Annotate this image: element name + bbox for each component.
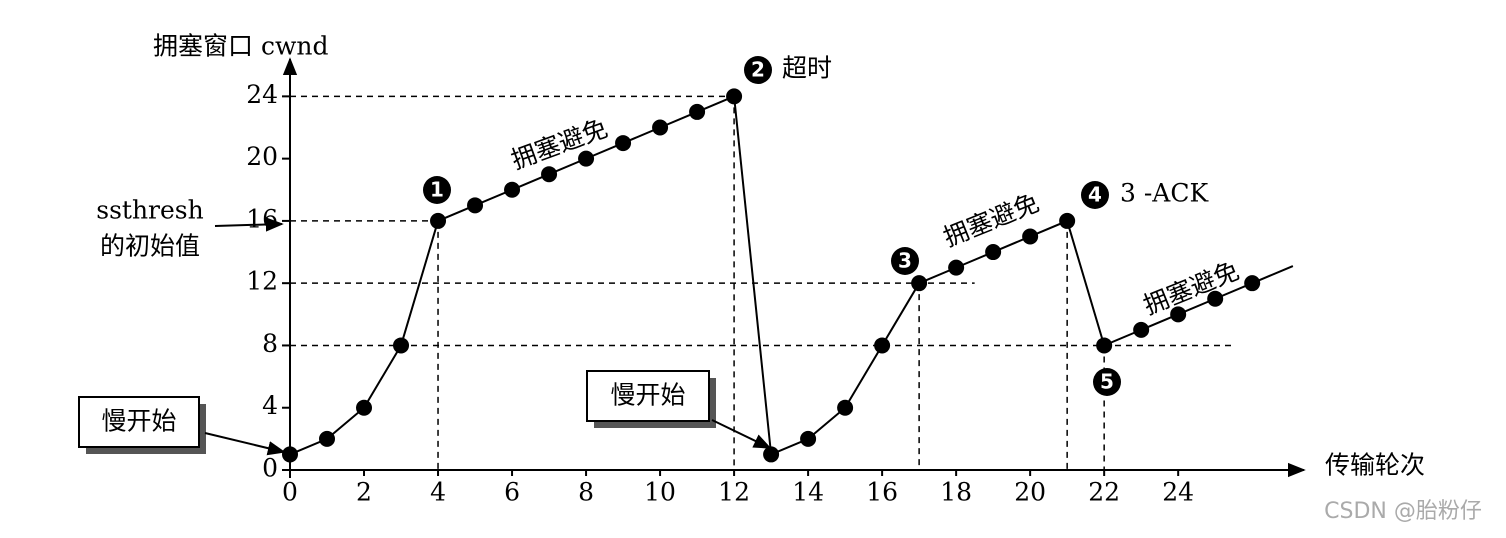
point	[652, 119, 669, 136]
point	[1170, 306, 1187, 323]
x-tick-label: 14	[792, 478, 824, 507]
arrow	[214, 217, 284, 232]
box	[586, 370, 710, 422]
x-tick-label: 0	[282, 478, 298, 507]
marker-badge	[1093, 368, 1121, 396]
arrow	[204, 432, 286, 456]
point	[874, 337, 891, 354]
marker-badge	[744, 56, 772, 84]
point	[689, 103, 706, 120]
x-tick-label: 16	[866, 478, 898, 507]
x-tick-label: 12	[718, 478, 750, 507]
marker-number: 2	[751, 58, 765, 82]
x-tick-label: 4	[430, 478, 446, 507]
marker-badge	[423, 176, 451, 204]
point	[1133, 321, 1150, 338]
y-tick-label: 24	[246, 80, 278, 109]
y-tick-label: 0	[262, 454, 278, 483]
marker-number: 3	[898, 249, 912, 273]
y-tick-label: 16	[246, 204, 278, 233]
point	[1059, 212, 1076, 229]
annotation: 超时	[782, 54, 832, 83]
point	[578, 150, 595, 167]
x-axis-label: 传输轮次	[1325, 451, 1425, 480]
annotation: 的初始值	[100, 232, 200, 261]
y-tick-label: 20	[246, 142, 278, 171]
point	[1244, 275, 1261, 292]
annotation: 3 -ACK	[1120, 179, 1209, 208]
point	[948, 259, 965, 276]
x-tick-label: 20	[1014, 478, 1046, 507]
y-tick-label: 4	[262, 391, 278, 420]
point	[911, 275, 928, 292]
x-tick-label: 2	[356, 478, 372, 507]
marker-number: 4	[1088, 183, 1102, 207]
box	[78, 396, 200, 448]
marker-badge	[1081, 181, 1109, 209]
point	[1207, 290, 1224, 307]
point	[800, 430, 817, 447]
point	[985, 244, 1002, 261]
x-tick-label: 18	[940, 478, 972, 507]
point	[430, 212, 447, 229]
point	[763, 446, 780, 463]
point	[1022, 228, 1039, 245]
point	[1096, 337, 1113, 354]
point	[319, 430, 336, 447]
x-tick-label: 22	[1088, 478, 1120, 507]
y-tick-label: 8	[262, 329, 278, 358]
y-tick-label: 12	[246, 267, 278, 296]
point	[504, 181, 521, 198]
annotation: 慢开始	[101, 407, 176, 436]
point	[393, 337, 410, 354]
point	[837, 399, 854, 416]
arrow	[711, 419, 772, 449]
marker-badge	[891, 247, 919, 275]
x-tick-label: 24	[1162, 478, 1194, 507]
y-axis-label: 拥塞窗口 cwnd	[153, 32, 328, 61]
point	[282, 446, 298, 463]
watermark: CSDN @胎粉仔	[1324, 499, 1482, 524]
annotation: 慢开始	[610, 381, 685, 410]
annotation: ssthresh	[96, 196, 203, 225]
x-tick-label: 6	[504, 478, 520, 507]
point	[726, 88, 743, 105]
point	[615, 135, 632, 152]
point	[356, 399, 373, 416]
point	[541, 166, 558, 183]
marker-number: 5	[1100, 370, 1114, 394]
marker-number: 1	[430, 178, 444, 202]
x-tick-label: 10	[644, 478, 676, 507]
x-tick-label: 8	[578, 478, 594, 507]
point	[467, 197, 484, 214]
